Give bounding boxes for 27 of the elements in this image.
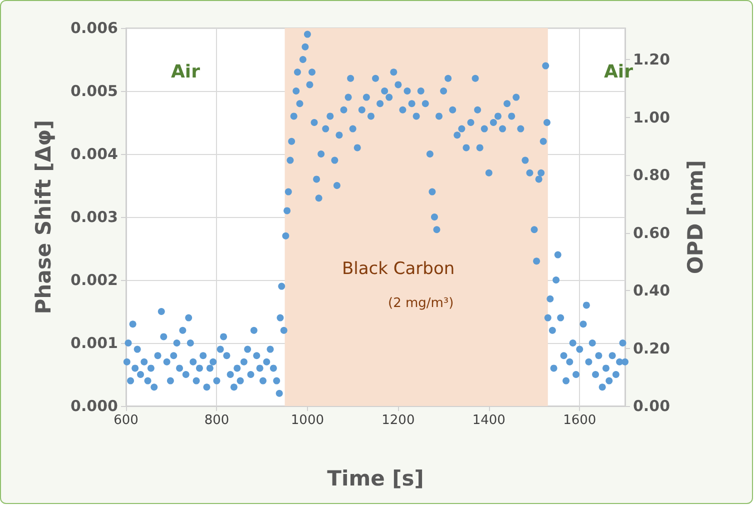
y-tick-label: 0.002 [70,271,118,289]
annotation: Air [604,62,634,82]
y2-tick-label: 0.60 [633,224,670,242]
annotation: Air [171,62,200,82]
y-axis-title: Phase Shift [Δφ] [32,120,56,314]
y2-tick-label: 0.40 [633,282,670,300]
x-axis-title: Time [s] [327,466,424,490]
y2-tick-label: 0.00 [633,397,670,415]
y-tick-label: 0.000 [70,397,118,415]
y-tick-label: 0.006 [70,19,118,37]
y2-tick-label: 1.00 [633,108,670,126]
y-tick-label: 0.005 [70,82,118,100]
x-tick-label: 1200 [382,413,415,428]
y2-tick-label: 0.80 [633,166,670,184]
y-tick-label: 0.003 [70,208,118,226]
x-tick-label: 1000 [290,413,324,428]
y2-axis-title: OPD [nm] [684,160,708,274]
x-tick-label: 1600 [563,413,596,428]
y2-tick-label: 0.20 [633,339,670,358]
y-tick-label: 0.004 [70,145,118,163]
x-tick-label: 600 [114,413,138,428]
x-tick-label: 800 [204,413,230,428]
annotation: (2 mg/m³) [388,296,454,311]
band-label: Black Carbon [342,259,455,279]
y2-tick-label: 1.20 [633,50,670,69]
x-tick-label: 1400 [472,413,506,428]
y-tick-label: 0.001 [70,334,118,352]
